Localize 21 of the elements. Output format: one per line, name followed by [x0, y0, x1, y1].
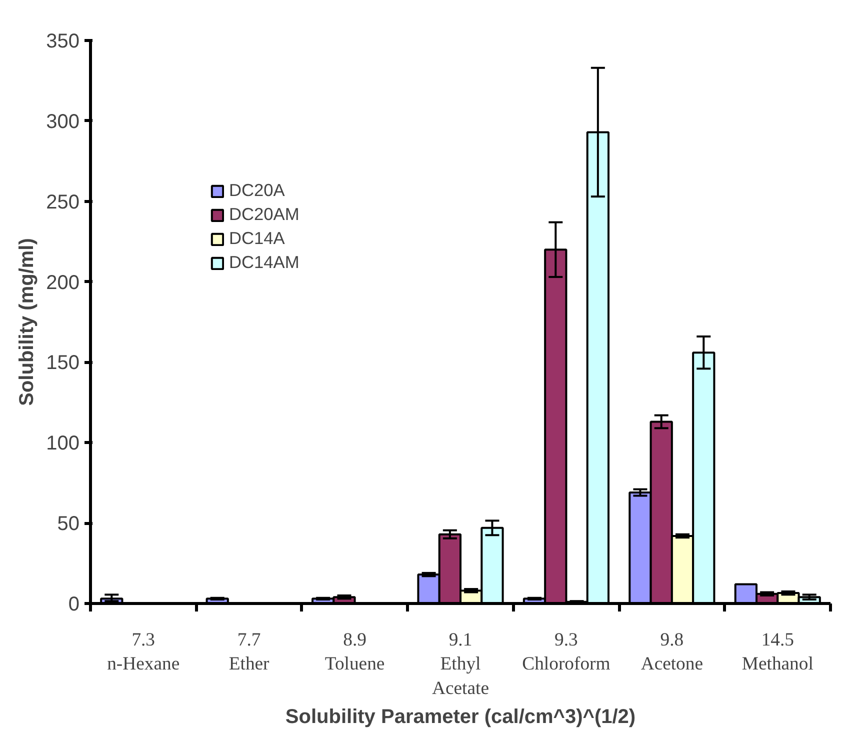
y-tick-label: 250: [46, 191, 80, 214]
y-tick-label: 350: [46, 30, 80, 52]
x-axis-title: Solubility Parameter (cal/cm^3)^(1/2): [285, 706, 636, 728]
x-tick-label: 7.7 Ether: [228, 630, 270, 675]
legend-label: DC20AM: [229, 204, 300, 225]
y-tick-label: 300: [46, 110, 80, 133]
legend-label: DC14AM: [229, 252, 300, 273]
x-tick-label: 9.1 Ethyl Acetate: [432, 630, 489, 699]
y-axis-title: Solubility (mg/ml): [16, 238, 38, 406]
y-tick-label: 100: [46, 432, 80, 455]
x-tick-label: 7.3 n-Hexane: [107, 630, 180, 675]
x-tick-label: 14.5 Methanol: [742, 630, 814, 675]
y-tick-label: 50: [57, 513, 80, 536]
x-tick-label: 8.9 Toluene: [324, 630, 385, 675]
y-tick-label: 200: [46, 272, 80, 294]
y-tick-label: 0: [68, 594, 80, 616]
legend-label: DC14A: [229, 228, 285, 249]
x-tick-label: 9.8 Acetone: [640, 630, 704, 675]
x-tick-label: 9.3 Chloroform: [522, 630, 611, 675]
y-tick-label: 150: [46, 352, 80, 374]
legend-label: DC20A: [229, 180, 285, 201]
